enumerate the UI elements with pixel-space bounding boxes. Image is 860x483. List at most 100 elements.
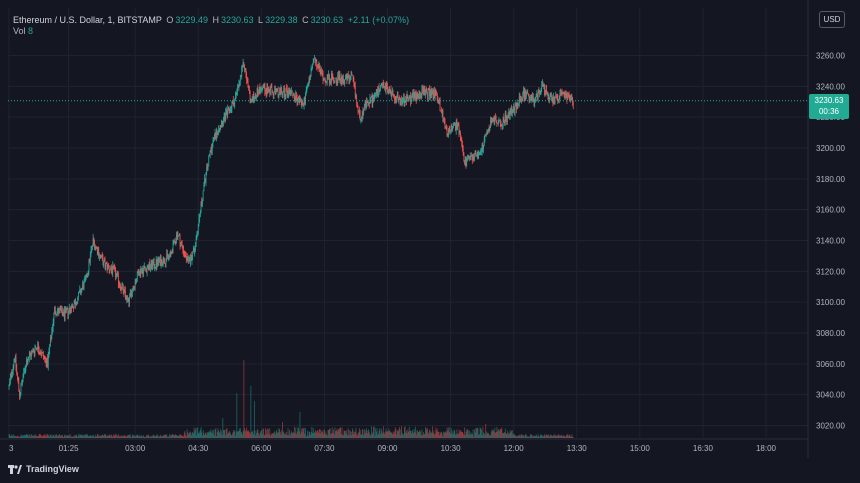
volume-bar [323,433,325,438]
volume-bar [26,434,27,438]
volume-bar [279,429,281,438]
candle-body [306,86,308,91]
candle-body [520,98,522,102]
volume-bar [347,435,348,438]
candle-body [194,250,196,253]
candle-body [229,110,231,112]
volume-bar [432,426,433,438]
candle-body [540,89,542,94]
candle-body [530,99,531,101]
volume-bar [331,433,332,438]
candle-body [340,80,341,82]
volume-bar [167,436,168,438]
volume-bar [221,434,223,438]
volume-bar [546,434,548,438]
candle-body [362,111,364,115]
volume-bar [59,436,61,438]
candle-body [348,77,350,80]
candle-body [267,88,269,92]
volume-bar [198,433,200,438]
volume-bar [478,434,480,438]
price-tick-label: 3040.00 [816,391,845,400]
volume-bar [427,432,429,438]
volume-bar [413,432,414,438]
candle-body [28,358,29,361]
candle-body [65,309,67,311]
candle-body [158,261,160,263]
volume-bar [394,427,396,438]
candle-body [287,93,289,96]
volume-bar [193,427,195,438]
symbol-title[interactable]: Ethereum / U.S. Dollar, 1, BITSTAMP [13,15,162,25]
volume-bar [502,433,503,438]
candle-body [181,243,183,246]
volume-bar [291,430,292,438]
volume-bar [529,436,531,438]
volume-bar [402,434,404,438]
candle-body [122,285,124,293]
candle-body [39,352,41,354]
volume-bar [276,429,278,438]
candle-body [209,150,211,155]
volume-bar [253,434,255,438]
candle-body [372,95,374,104]
volume-bar [267,429,269,438]
volume-bar [115,434,117,438]
volume-bar [531,434,533,438]
candle-body [483,138,485,146]
volume-bar [321,430,323,438]
currency-button[interactable]: USD [819,11,845,28]
candle-body [420,96,421,99]
volume-bar [387,431,388,438]
candle-body [8,385,10,387]
volume-bar [532,436,534,438]
volume-bar [543,435,545,438]
candle-body [83,280,85,289]
volume-bar [52,436,53,438]
candle-body [565,92,566,95]
candle-body [337,74,339,84]
volume-bar [486,433,488,438]
candle-body [377,89,379,96]
candle-body [129,292,131,296]
candle-body [241,67,243,77]
candle-body [101,255,103,258]
candle-body [72,305,74,308]
candle-body [14,357,16,360]
volume-bar [383,432,385,438]
candle-body [191,257,193,261]
candle-body [19,393,21,397]
volume-bar [413,428,415,438]
candle-body [543,85,545,87]
volume-legend[interactable]: Vol 8 [13,26,33,36]
volume-bar [249,432,250,438]
candle-body [152,263,154,269]
candle-body [193,248,195,253]
volume-bar [305,428,306,438]
candle-body [458,126,460,135]
volume-bar [378,433,379,438]
candle-body [450,131,451,132]
candle-body [345,74,347,76]
candle-body [331,74,333,77]
candle-body [354,85,356,97]
candle-body [450,126,452,132]
candle-body [251,98,253,101]
candle-body [483,145,484,150]
volume-bar [60,435,62,438]
candle-body [430,90,432,96]
candle-body [285,88,287,96]
volume-bar [10,435,11,438]
tradingview-logo[interactable]: TradingView [8,464,79,474]
candle-body [176,233,178,237]
volume-bar [492,430,494,438]
volume-bar [431,433,433,438]
candle-body [13,360,15,366]
volume-bar [519,434,521,438]
volume-bar [87,434,88,438]
candle-body [247,80,249,87]
candle-body [471,154,472,156]
candle-body [332,76,334,78]
volume-bar [291,433,293,438]
